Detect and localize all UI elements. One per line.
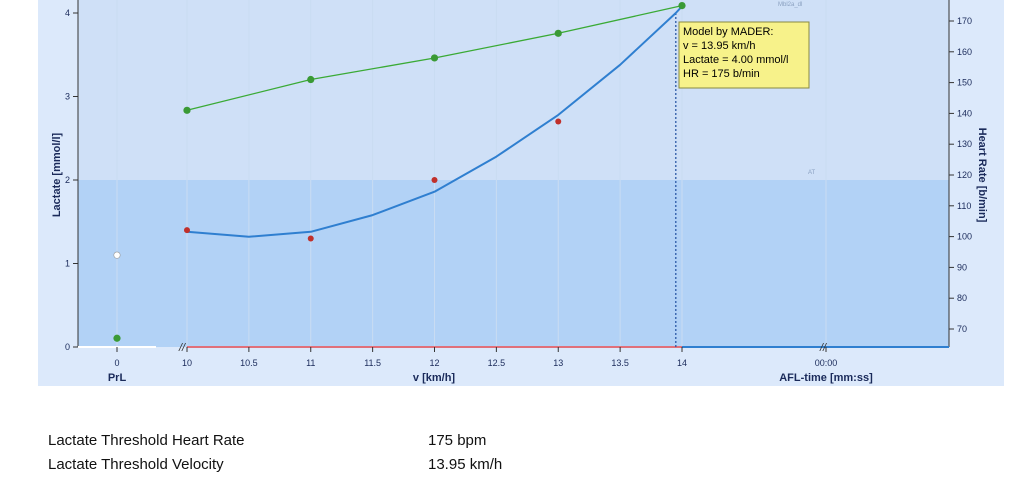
tooltip-line-4: HR = 175 b/min (683, 68, 760, 80)
summary-label: Lactate Threshold Velocity (48, 456, 224, 473)
y-axis-label: Lactate [mmol/l] (51, 132, 63, 217)
x-tick-label: 13 (553, 358, 563, 368)
summary-row-velocity: Lactate Threshold Velocity 13.95 km/h (48, 456, 502, 473)
heart-rate-point (307, 75, 315, 84)
afl-tick-label: 00:00 (815, 358, 838, 368)
axes: ////012347080901001101201301401501601701… (65, 0, 972, 368)
heart-rate-point (430, 54, 439, 62)
summary-label: Lactate Threshold Heart Rate (48, 432, 245, 449)
x-tick-label: 10.5 (240, 358, 258, 368)
y2-tick-label: 80 (957, 293, 967, 303)
tooltip-line-1: Model by MADER: (683, 26, 773, 38)
tooltip: Model by MADER: v = 13.95 km/h Lactate =… (678, 21, 810, 89)
summary-value: 175 bpm (428, 432, 487, 449)
y2-tick-label: 130 (957, 139, 972, 149)
summary-row-heart-rate: Lactate Threshold Heart Rate 175 bpm (48, 432, 486, 449)
y2-tick-label: 140 (957, 108, 972, 118)
x-tick-label: 12 (429, 358, 439, 368)
y2-tick-label: 70 (957, 324, 967, 334)
y2-axis-label: Heart Rate [b/min] (976, 128, 988, 223)
at-tag: AT (808, 170, 816, 176)
y-tick-label: 2 (65, 175, 70, 185)
y2-tick-label: 90 (957, 262, 967, 272)
tooltip-line-2: v = 13.95 km/h (683, 40, 755, 52)
x-tick-label: 12.5 (488, 358, 506, 368)
axis-break: // (819, 342, 827, 354)
y-tick-label: 4 (65, 8, 70, 18)
summary-value: 13.95 km/h (428, 456, 503, 473)
tooltip-box (678, 21, 810, 89)
y2-tick-label: 170 (957, 16, 972, 26)
x-tick-label: 13.5 (611, 358, 629, 368)
x-tick-label: 10 (182, 358, 192, 368)
y-tick-label: 1 (65, 259, 70, 269)
x-tick-label: 14 (677, 358, 687, 368)
prl-tick-label: 0 (114, 358, 119, 368)
heart-rate-point (183, 106, 191, 114)
y2-tick-label: 120 (957, 170, 972, 180)
lactate-point (431, 177, 438, 183)
y-tick-label: 3 (65, 92, 70, 102)
heart-rate-prl-point (113, 334, 121, 342)
heart-rate-point (678, 2, 686, 10)
x-tick-label: 11.5 (364, 358, 381, 368)
y2-tick-label: 110 (957, 201, 971, 211)
afl-label: AFL-time [mm:ss] (779, 372, 873, 384)
y2-tick-label: 100 (957, 232, 972, 242)
x-tick-label: 11 (306, 358, 315, 368)
lactate-chart: ////012347080901001101201301401501601701… (38, 0, 1004, 386)
axis-break: // (178, 342, 186, 354)
lactate-point (555, 118, 562, 125)
lactate-model-curve (186, 5, 683, 238)
plot-area-bottom (78, 180, 949, 347)
lactate-prl-point (113, 251, 121, 259)
y2-tick-label: 150 (957, 78, 972, 88)
lactate-point (307, 235, 314, 242)
corner-tag: Mbl2a_dl (778, 2, 802, 8)
plot-area-top (78, 0, 949, 180)
prl-label: PrL (108, 372, 127, 384)
y2-tick-label: 160 (957, 47, 972, 57)
lactate-point (184, 227, 190, 234)
x-axis-label: v [km/h] (413, 372, 456, 384)
tooltip-line-3: Lactate = 4.00 mmol/l (683, 54, 788, 66)
chart-marks (113, 2, 686, 347)
grid (116, 0, 827, 347)
y-tick-label: 0 (65, 342, 70, 352)
heart-rate-point (554, 29, 562, 37)
